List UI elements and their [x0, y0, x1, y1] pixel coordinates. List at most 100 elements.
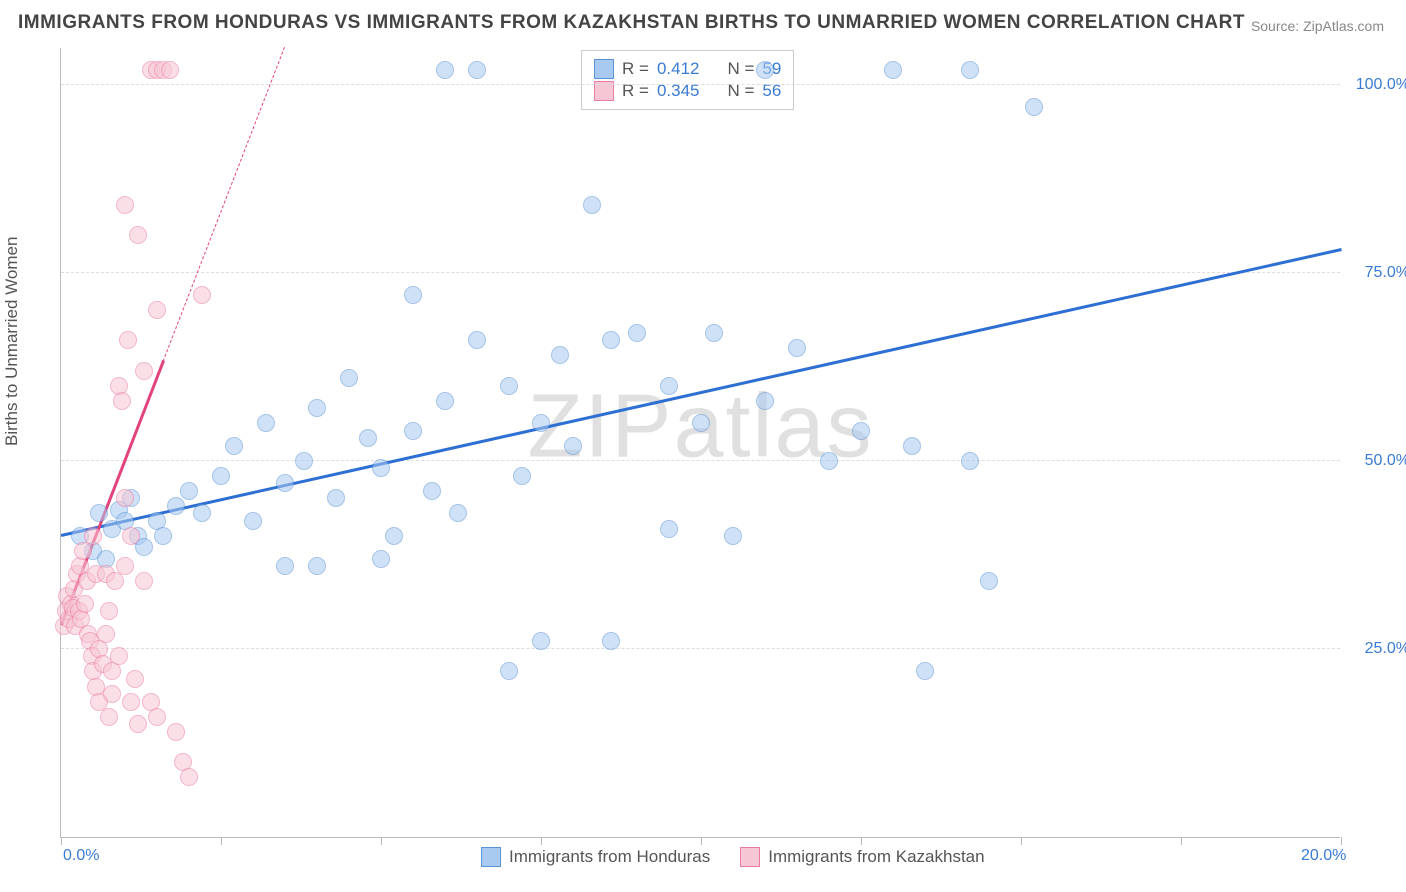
data-point — [193, 286, 211, 304]
data-point — [660, 520, 678, 538]
data-point — [404, 286, 422, 304]
data-point — [97, 625, 115, 643]
r-value: 0.412 — [657, 59, 700, 79]
gridline-horizontal — [61, 272, 1340, 273]
gridline-horizontal — [61, 84, 1340, 85]
legend-label: Immigrants from Kazakhstan — [768, 847, 984, 867]
data-point — [903, 437, 921, 455]
source-attribution: Source: ZipAtlas.com — [1251, 18, 1384, 34]
x-tick-label: 0.0% — [63, 847, 99, 865]
y-tick-label: 100.0% — [1356, 76, 1406, 94]
data-point — [327, 489, 345, 507]
x-tick — [861, 837, 862, 845]
data-point — [167, 497, 185, 515]
data-point — [135, 362, 153, 380]
data-point — [122, 527, 140, 545]
data-point — [167, 723, 185, 741]
legend-item: Immigrants from Kazakhstan — [740, 847, 984, 867]
x-tick — [1021, 837, 1022, 845]
data-point — [84, 527, 102, 545]
x-tick — [61, 837, 62, 845]
data-point — [129, 226, 147, 244]
data-point — [148, 301, 166, 319]
data-point — [692, 414, 710, 432]
data-point — [628, 324, 646, 342]
data-point — [295, 452, 313, 470]
x-tick — [1181, 837, 1182, 845]
data-point — [916, 662, 934, 680]
x-tick — [221, 837, 222, 845]
scatter-plot: ZIPatlas R =0.412N =59R =0.345N =56 Immi… — [60, 48, 1340, 838]
chart-title: IMMIGRANTS FROM HONDURAS VS IMMIGRANTS F… — [18, 12, 1245, 34]
data-point — [372, 459, 390, 477]
trend-line-extrapolated — [163, 46, 286, 361]
data-point — [820, 452, 838, 470]
data-point — [423, 482, 441, 500]
data-point — [724, 527, 742, 545]
gridline-horizontal — [61, 648, 1340, 649]
data-point — [276, 557, 294, 575]
data-point — [135, 572, 153, 590]
data-point — [884, 61, 902, 79]
data-point — [100, 708, 118, 726]
gridline-horizontal — [61, 460, 1340, 461]
data-point — [385, 527, 403, 545]
data-point — [116, 196, 134, 214]
data-point — [113, 392, 131, 410]
legend-label: Immigrants from Honduras — [509, 847, 710, 867]
data-point — [129, 715, 147, 733]
legend-row: R =0.412N =59 — [594, 59, 781, 79]
data-point — [500, 377, 518, 395]
data-point — [660, 377, 678, 395]
y-axis-label: Births to Unmarried Women — [2, 237, 22, 446]
data-point — [583, 196, 601, 214]
data-point — [602, 632, 620, 650]
data-point — [126, 670, 144, 688]
data-point — [244, 512, 262, 530]
data-point — [564, 437, 582, 455]
data-point — [436, 392, 454, 410]
data-point — [110, 647, 128, 665]
data-point — [532, 632, 550, 650]
data-point — [404, 422, 422, 440]
data-point — [106, 572, 124, 590]
data-point — [468, 61, 486, 79]
data-point — [500, 662, 518, 680]
data-point — [180, 482, 198, 500]
data-point — [119, 331, 137, 349]
data-point — [225, 437, 243, 455]
data-point — [116, 489, 134, 507]
data-point — [961, 61, 979, 79]
x-tick — [1341, 837, 1342, 845]
data-point — [513, 467, 531, 485]
data-point — [449, 504, 467, 522]
data-point — [74, 542, 92, 560]
data-point — [340, 369, 358, 387]
data-point — [116, 557, 134, 575]
data-point — [372, 550, 390, 568]
data-point — [532, 414, 550, 432]
data-point — [154, 527, 172, 545]
data-point — [1025, 98, 1043, 116]
y-tick-label: 50.0% — [1365, 452, 1406, 470]
data-point — [122, 693, 140, 711]
data-point — [961, 452, 979, 470]
trend-line — [61, 248, 1342, 536]
x-tick-label: 20.0% — [1301, 847, 1346, 865]
y-tick-label: 25.0% — [1365, 640, 1406, 658]
data-point — [193, 504, 211, 522]
data-point — [468, 331, 486, 349]
x-tick — [541, 837, 542, 845]
r-label: R = — [622, 59, 649, 79]
data-point — [359, 429, 377, 447]
legend-swatch — [481, 847, 501, 867]
x-tick — [701, 837, 702, 845]
legend-item: Immigrants from Honduras — [481, 847, 710, 867]
data-point — [212, 467, 230, 485]
correlation-legend: R =0.412N =59R =0.345N =56 — [581, 50, 794, 110]
data-point — [148, 708, 166, 726]
data-point — [436, 61, 454, 79]
y-tick-label: 75.0% — [1365, 264, 1406, 282]
data-point — [161, 61, 179, 79]
data-point — [308, 557, 326, 575]
